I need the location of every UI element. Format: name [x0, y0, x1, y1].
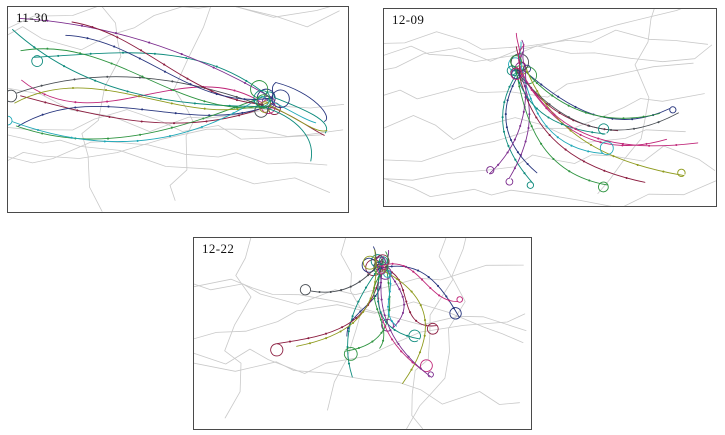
panel-11-30: 11-30 — [7, 6, 349, 213]
map-canvas-12-22 — [194, 238, 527, 429]
panel-12-22: 12-22 — [193, 237, 532, 430]
panel-label-12-22: 12-22 — [202, 241, 235, 256]
map-canvas-11-30 — [8, 7, 345, 212]
panel-label-12-09: 12-09 — [392, 12, 425, 27]
map-canvas-12-09 — [384, 9, 716, 206]
panel-label-11-30: 11-30 — [16, 10, 48, 25]
panel-12-09: 12-09 — [383, 8, 717, 207]
